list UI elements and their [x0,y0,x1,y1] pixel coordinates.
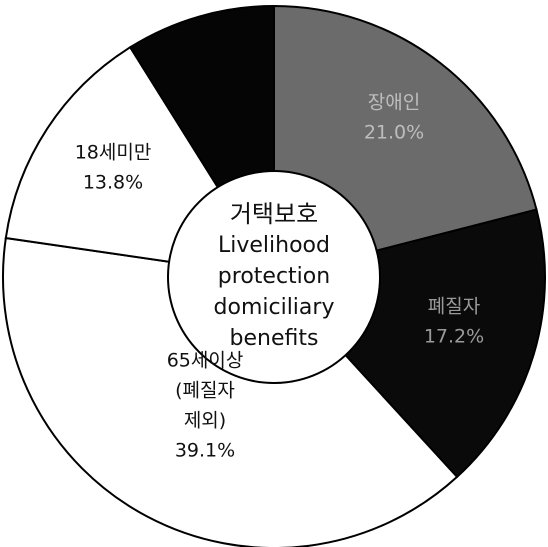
center-label-line-3: protection [218,264,330,289]
center-label-line-2: Livelihood [218,233,330,258]
slice-2-label-line-2: 17.2% [424,326,484,348]
center-label-line-4: domiciliary [214,295,335,320]
slice-3-label-line-3: 제외) [184,410,226,432]
slice-3-label-line-1: 65세이상 [167,350,244,372]
slice-1-label-line-2: 21.0% [364,122,424,144]
slice-1-label-line-1: 장애인 [368,92,420,114]
slice-2-label-line-1: 폐질자 [428,296,480,318]
center-label-line-1: 거택보호 [230,200,318,228]
slice-4-label-line-1: 18세미만 [75,142,152,164]
pie-slice-3 [1,236,459,547]
center-label: 거택보호 Livelihood protection domiciliary benef… [214,200,335,351]
slice-3-label-line-2: (폐질자 [175,380,235,402]
center-label-line-5: benefits [230,326,319,351]
slice-3-label-line-4: 39.1% [175,440,235,462]
slice-4-label-line-2: 13.8% [83,172,143,194]
center-hole [167,170,381,384]
